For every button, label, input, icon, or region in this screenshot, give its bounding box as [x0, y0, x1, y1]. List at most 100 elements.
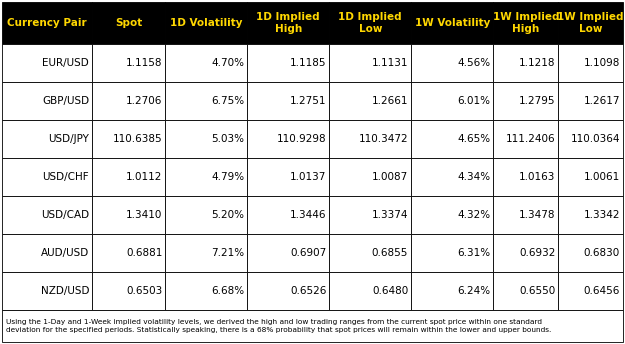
Text: 1.3446: 1.3446 — [290, 210, 326, 220]
Text: 6.75%: 6.75% — [211, 96, 244, 106]
Text: 5.20%: 5.20% — [211, 210, 244, 220]
Bar — [92, 158, 166, 196]
Bar — [2, 2, 92, 44]
Text: 111.2406: 111.2406 — [506, 134, 556, 144]
Bar — [2, 120, 92, 158]
Bar — [166, 234, 248, 272]
Bar — [166, 44, 248, 82]
Text: 0.6480: 0.6480 — [372, 286, 408, 296]
Text: EUR/USD: EUR/USD — [42, 58, 89, 68]
Text: USD/CHF: USD/CHF — [42, 172, 89, 182]
Bar — [411, 272, 493, 310]
Bar — [2, 234, 92, 272]
Bar — [558, 120, 623, 158]
Bar — [493, 272, 558, 310]
Bar — [329, 44, 411, 82]
Text: 1.1098: 1.1098 — [584, 58, 620, 68]
Bar — [92, 272, 166, 310]
Bar — [166, 272, 248, 310]
Text: 110.0364: 110.0364 — [571, 134, 620, 144]
Bar — [248, 2, 329, 44]
Bar — [411, 196, 493, 234]
Text: 0.6550: 0.6550 — [519, 286, 556, 296]
Text: 4.34%: 4.34% — [457, 172, 490, 182]
Bar — [493, 82, 558, 120]
Bar — [248, 272, 329, 310]
Bar — [329, 82, 411, 120]
Text: Using the 1-Day and 1-Week implied volatility levels, we derived the high and lo: Using the 1-Day and 1-Week implied volat… — [6, 319, 551, 333]
Text: 110.6385: 110.6385 — [112, 134, 162, 144]
Text: 110.9298: 110.9298 — [277, 134, 326, 144]
Text: 4.56%: 4.56% — [457, 58, 490, 68]
Bar — [493, 2, 558, 44]
Text: 5.03%: 5.03% — [211, 134, 244, 144]
Text: 0.6503: 0.6503 — [126, 286, 162, 296]
Bar — [248, 234, 329, 272]
Text: 0.6830: 0.6830 — [584, 248, 620, 258]
Text: 1.0137: 1.0137 — [290, 172, 326, 182]
Text: 7.21%: 7.21% — [211, 248, 244, 258]
Text: 1.0112: 1.0112 — [126, 172, 162, 182]
Bar — [92, 82, 166, 120]
Text: 1.1185: 1.1185 — [290, 58, 326, 68]
Bar — [2, 272, 92, 310]
Bar — [558, 2, 623, 44]
Text: 4.79%: 4.79% — [211, 172, 244, 182]
Text: 1.3410: 1.3410 — [126, 210, 162, 220]
Text: 1.3374: 1.3374 — [372, 210, 408, 220]
Text: 1D Implied
High: 1D Implied High — [256, 12, 320, 34]
Text: 1.2795: 1.2795 — [519, 96, 556, 106]
Text: 1.3478: 1.3478 — [519, 210, 556, 220]
Bar — [92, 234, 166, 272]
Text: USD/JPY: USD/JPY — [48, 134, 89, 144]
Bar — [166, 196, 248, 234]
Text: GBP/USD: GBP/USD — [42, 96, 89, 106]
Bar — [329, 2, 411, 44]
Bar — [248, 158, 329, 196]
Text: 1.2706: 1.2706 — [126, 96, 162, 106]
Bar — [411, 158, 493, 196]
Bar — [2, 310, 623, 342]
Text: 4.65%: 4.65% — [457, 134, 490, 144]
Bar — [92, 196, 166, 234]
Text: 0.6907: 0.6907 — [290, 248, 326, 258]
Bar — [2, 158, 92, 196]
Bar — [329, 272, 411, 310]
Text: 4.32%: 4.32% — [457, 210, 490, 220]
Text: 0.6526: 0.6526 — [290, 286, 326, 296]
Bar — [166, 2, 248, 44]
Text: 110.3472: 110.3472 — [359, 134, 408, 144]
Bar — [493, 158, 558, 196]
Text: 6.01%: 6.01% — [458, 96, 490, 106]
Text: AUD/USD: AUD/USD — [41, 248, 89, 258]
Bar — [411, 82, 493, 120]
Bar — [411, 2, 493, 44]
Text: 1.3342: 1.3342 — [584, 210, 620, 220]
Bar — [558, 82, 623, 120]
Text: 1D Implied
Low: 1D Implied Low — [339, 12, 402, 34]
Text: Currency Pair: Currency Pair — [8, 18, 87, 28]
Text: 1D Volatility: 1D Volatility — [170, 18, 242, 28]
Bar — [2, 44, 92, 82]
Text: 1.1131: 1.1131 — [372, 58, 408, 68]
Text: NZD/USD: NZD/USD — [41, 286, 89, 296]
Bar — [329, 120, 411, 158]
Bar — [92, 2, 166, 44]
Bar — [558, 158, 623, 196]
Text: 1W Volatility: 1W Volatility — [414, 18, 490, 28]
Bar — [166, 158, 248, 196]
Bar — [2, 82, 92, 120]
Bar — [411, 120, 493, 158]
Bar — [493, 44, 558, 82]
Text: 1.2617: 1.2617 — [584, 96, 620, 106]
Bar — [493, 196, 558, 234]
Text: 0.6855: 0.6855 — [372, 248, 408, 258]
Bar — [558, 44, 623, 82]
Text: 1W Implied
Low: 1W Implied Low — [558, 12, 624, 34]
Bar — [411, 44, 493, 82]
Text: 4.70%: 4.70% — [211, 58, 244, 68]
Bar — [248, 120, 329, 158]
Text: 1.0087: 1.0087 — [372, 172, 408, 182]
Bar — [411, 234, 493, 272]
Text: 1.2661: 1.2661 — [372, 96, 408, 106]
